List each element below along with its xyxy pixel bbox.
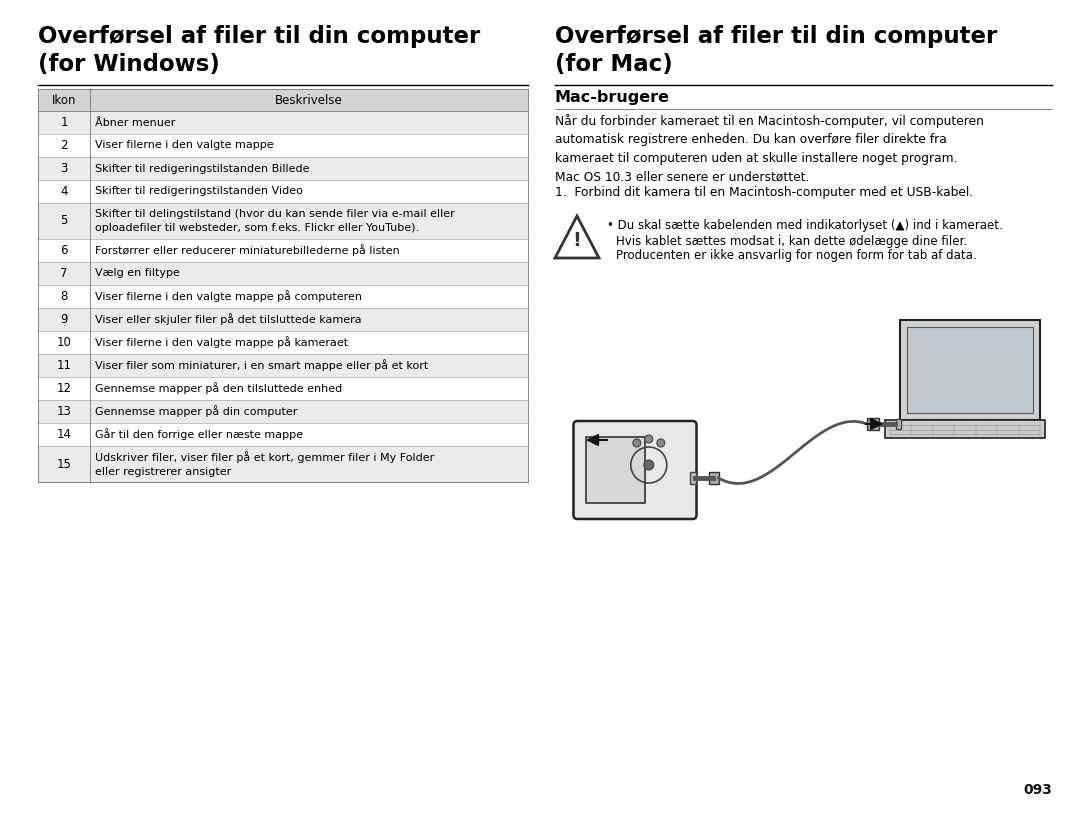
Bar bbox=[38, 423, 528, 446]
Text: 13: 13 bbox=[56, 405, 71, 418]
Text: Når du forbinder kameraet til en Macintosh-computer, vil computeren
automatisk r: Når du forbinder kameraet til en Macinto… bbox=[555, 114, 984, 183]
Text: • Du skal sætte kabelenden med indikatorlyset (▲) ind i kameraet.: • Du skal sætte kabelenden med indikator… bbox=[607, 219, 1002, 232]
Bar bbox=[38, 446, 528, 482]
Text: Gennemse mapper på din computer: Gennemse mapper på din computer bbox=[95, 406, 297, 417]
Text: Mac-brugere: Mac-brugere bbox=[555, 90, 670, 105]
Text: Viser eller skjuler filer på det tilsluttede kamera: Viser eller skjuler filer på det tilslut… bbox=[95, 314, 362, 325]
Bar bbox=[708, 472, 718, 484]
Bar bbox=[38, 134, 528, 157]
Bar bbox=[907, 327, 1032, 413]
Bar bbox=[38, 331, 528, 354]
Bar bbox=[867, 418, 879, 430]
Text: Producenten er ikke ansvarlig for nogen form for tab af data.: Producenten er ikke ansvarlig for nogen … bbox=[616, 249, 976, 262]
Text: Viser filerne i den valgte mappe på kameraet: Viser filerne i den valgte mappe på kame… bbox=[95, 337, 348, 349]
Bar bbox=[38, 239, 528, 262]
Bar bbox=[38, 262, 528, 285]
Text: Ikon: Ikon bbox=[52, 94, 77, 107]
Text: Viser filerne i den valgte mappe: Viser filerne i den valgte mappe bbox=[95, 140, 273, 151]
Text: Gennemse mapper på den tilsluttede enhed: Gennemse mapper på den tilsluttede enhed bbox=[95, 382, 342, 394]
Text: Viser filerne i den valgte mappe på computeren: Viser filerne i den valgte mappe på comp… bbox=[95, 290, 362, 302]
Bar bbox=[885, 420, 1045, 438]
Bar bbox=[38, 157, 528, 180]
Bar bbox=[38, 308, 528, 331]
Circle shape bbox=[633, 439, 640, 447]
Bar bbox=[38, 377, 528, 400]
Text: 15: 15 bbox=[56, 457, 71, 470]
Text: 1: 1 bbox=[60, 116, 68, 129]
Text: Overførsel af filer til din computer: Overførsel af filer til din computer bbox=[555, 25, 997, 48]
Text: Vælg en filtype: Vælg en filtype bbox=[95, 268, 180, 279]
Bar bbox=[38, 111, 528, 134]
Text: Viser filer som miniaturer, i en smart mappe eller på et kort: Viser filer som miniaturer, i en smart m… bbox=[95, 359, 429, 372]
Text: 6: 6 bbox=[60, 244, 68, 257]
FancyBboxPatch shape bbox=[573, 421, 697, 519]
Text: 2: 2 bbox=[60, 139, 68, 152]
Text: 3: 3 bbox=[60, 162, 68, 175]
Text: 5: 5 bbox=[60, 214, 68, 227]
Text: 1.  Forbind dit kamera til en Macintosh-computer med et USB-kabel.: 1. Forbind dit kamera til en Macintosh-c… bbox=[555, 186, 973, 199]
Bar bbox=[900, 320, 1040, 420]
Text: 12: 12 bbox=[56, 382, 71, 395]
Text: Skifter til redigeringstilstanden Video: Skifter til redigeringstilstanden Video bbox=[95, 187, 302, 196]
Bar bbox=[38, 285, 528, 308]
Text: Beskrivelse: Beskrivelse bbox=[275, 94, 342, 107]
Bar bbox=[38, 89, 528, 111]
Circle shape bbox=[657, 439, 665, 447]
Text: 10: 10 bbox=[56, 336, 71, 349]
Text: Overførsel af filer til din computer: Overførsel af filer til din computer bbox=[38, 25, 481, 48]
Bar bbox=[689, 472, 696, 484]
Text: 093: 093 bbox=[1023, 783, 1052, 797]
Text: (for Mac): (for Mac) bbox=[555, 53, 673, 76]
Text: 9: 9 bbox=[60, 313, 68, 326]
Text: Åbner menuer: Åbner menuer bbox=[95, 117, 175, 127]
Circle shape bbox=[645, 435, 652, 443]
Text: 4: 4 bbox=[60, 185, 68, 198]
Text: !: ! bbox=[572, 231, 581, 250]
Circle shape bbox=[644, 460, 653, 470]
Text: Skifter til redigeringstilstanden Billede: Skifter til redigeringstilstanden Billed… bbox=[95, 164, 310, 174]
Text: 7: 7 bbox=[60, 267, 68, 280]
Bar bbox=[585, 437, 646, 503]
Text: 11: 11 bbox=[56, 359, 71, 372]
Bar bbox=[38, 203, 528, 239]
Text: Hvis kablet sættes modsat i, kan dette ødelægge dine filer.: Hvis kablet sættes modsat i, kan dette ø… bbox=[616, 235, 967, 248]
Text: (for Windows): (for Windows) bbox=[38, 53, 220, 76]
Text: Skifter til delingstilstand (hvor du kan sende filer via e-mail eller
oploadefil: Skifter til delingstilstand (hvor du kan… bbox=[95, 209, 455, 232]
Text: 14: 14 bbox=[56, 428, 71, 441]
Text: 8: 8 bbox=[60, 290, 68, 303]
Text: Udskriver filer, viser filer på et kort, gemmer filer i My Folder
eller registre: Udskriver filer, viser filer på et kort,… bbox=[95, 452, 434, 477]
Bar bbox=[38, 180, 528, 203]
Text: Går til den forrige eller næste mappe: Går til den forrige eller næste mappe bbox=[95, 429, 303, 440]
Bar bbox=[38, 354, 528, 377]
Bar bbox=[896, 419, 901, 429]
Text: Forstørrer eller reducerer miniaturebillederne på listen: Forstørrer eller reducerer miniaturebill… bbox=[95, 244, 400, 257]
Bar bbox=[38, 400, 528, 423]
